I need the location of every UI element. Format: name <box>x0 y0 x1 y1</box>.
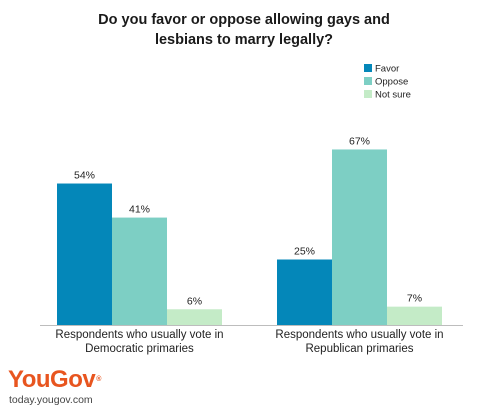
chart-title-line: Do you favor or oppose allowing gays and <box>98 12 390 28</box>
category-label: Respondents who usually vote in <box>275 329 443 341</box>
legend-swatch <box>364 90 372 98</box>
data-label: 41% <box>129 204 150 216</box>
yougov-logo: YouGov® <box>8 366 101 393</box>
site-url: today.yougov.com <box>9 394 93 406</box>
legend-label: Not sure <box>375 90 411 101</box>
data-label: 67% <box>349 135 370 147</box>
category-label: Republican primaries <box>305 343 413 355</box>
legend-label: Oppose <box>375 77 408 88</box>
bar <box>277 259 332 325</box>
value-labels: 54% 41% 6% 25% 67% 7% <box>74 135 422 307</box>
legend: Favor Oppose Not sure <box>364 64 411 101</box>
legend-swatch <box>364 77 372 85</box>
data-label: 7% <box>407 293 422 305</box>
legend-swatch <box>364 64 372 72</box>
legend-label: Favor <box>375 64 399 75</box>
data-label: 54% <box>74 170 95 182</box>
data-label: 25% <box>294 246 315 258</box>
bar <box>387 306 442 325</box>
brand-footer: YouGov® today.yougov.com <box>8 367 118 409</box>
bar <box>57 183 112 325</box>
chart-title: Do you favor or oppose allowing gays and… <box>98 12 390 48</box>
category-labels: Respondents who usually vote in Democrati… <box>55 329 443 355</box>
bar <box>112 217 167 325</box>
bars <box>57 149 442 325</box>
bar <box>167 309 222 325</box>
category-label: Democratic primaries <box>85 343 194 355</box>
category-label: Respondents who usually vote in <box>55 329 223 341</box>
bar <box>332 149 387 325</box>
data-label: 6% <box>187 295 202 307</box>
chart-title-line: lesbians to marry legally? <box>155 32 333 48</box>
